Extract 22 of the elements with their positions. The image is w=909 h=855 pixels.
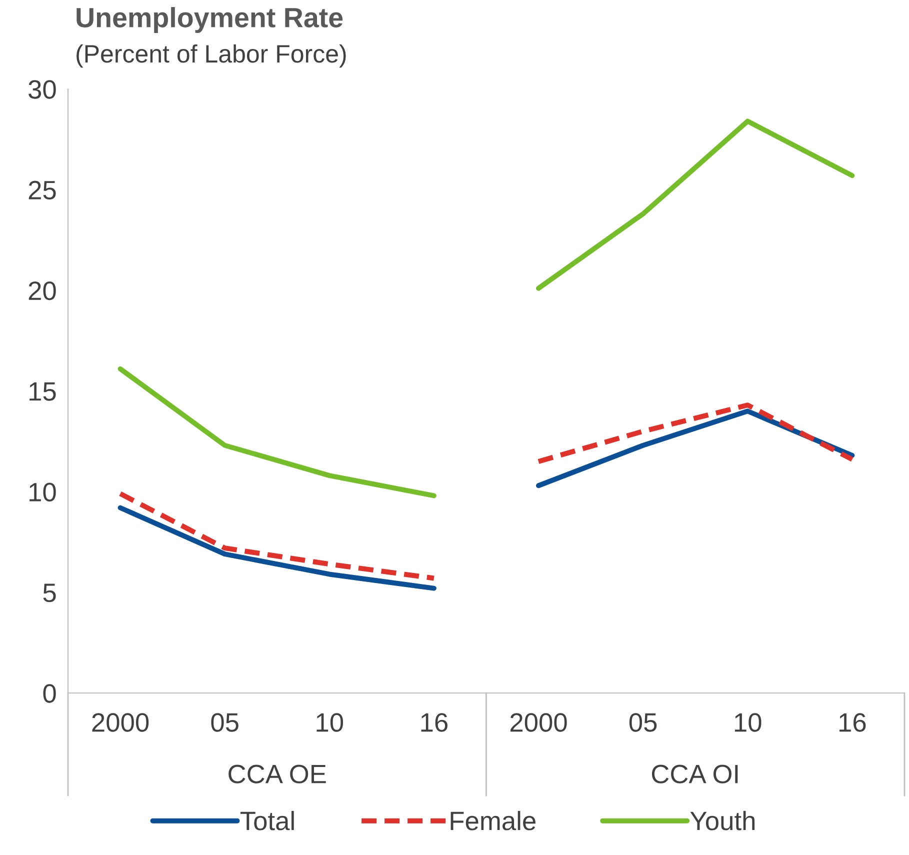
text: CCA OI <box>652 764 738 784</box>
x-tick-label: 16 <box>840 713 866 732</box>
x-tick-label: 05 <box>629 713 657 732</box>
y-tick-label: 10 <box>30 482 56 502</box>
x-tick-label: 2000 <box>92 713 149 732</box>
x-tick-label: 2000 <box>510 713 567 732</box>
y-tick-label: 0 <box>43 684 56 703</box>
y-tick-label: 15 <box>30 382 56 401</box>
y-tick-label: 30 <box>28 80 56 99</box>
legend-label: Total <box>240 810 294 830</box>
y-tick-label: 5 <box>43 584 56 602</box>
x-tick-label: 05 <box>211 713 238 732</box>
chart-subtitle: (Percent of Labor Force) <box>76 44 346 68</box>
y-tick-label: 20 <box>28 281 56 300</box>
y-tick-label: 25 <box>28 180 56 200</box>
x-tick-label: 16 <box>421 713 448 732</box>
x-tick-label: 10 <box>316 713 344 732</box>
chart-title: Unemployment Rate <box>76 7 343 33</box>
legend-label: Youth <box>690 810 755 830</box>
legend-label: Female <box>450 810 536 830</box>
text: CCA OE <box>228 764 326 784</box>
x-tick-label: 10 <box>734 713 762 732</box>
